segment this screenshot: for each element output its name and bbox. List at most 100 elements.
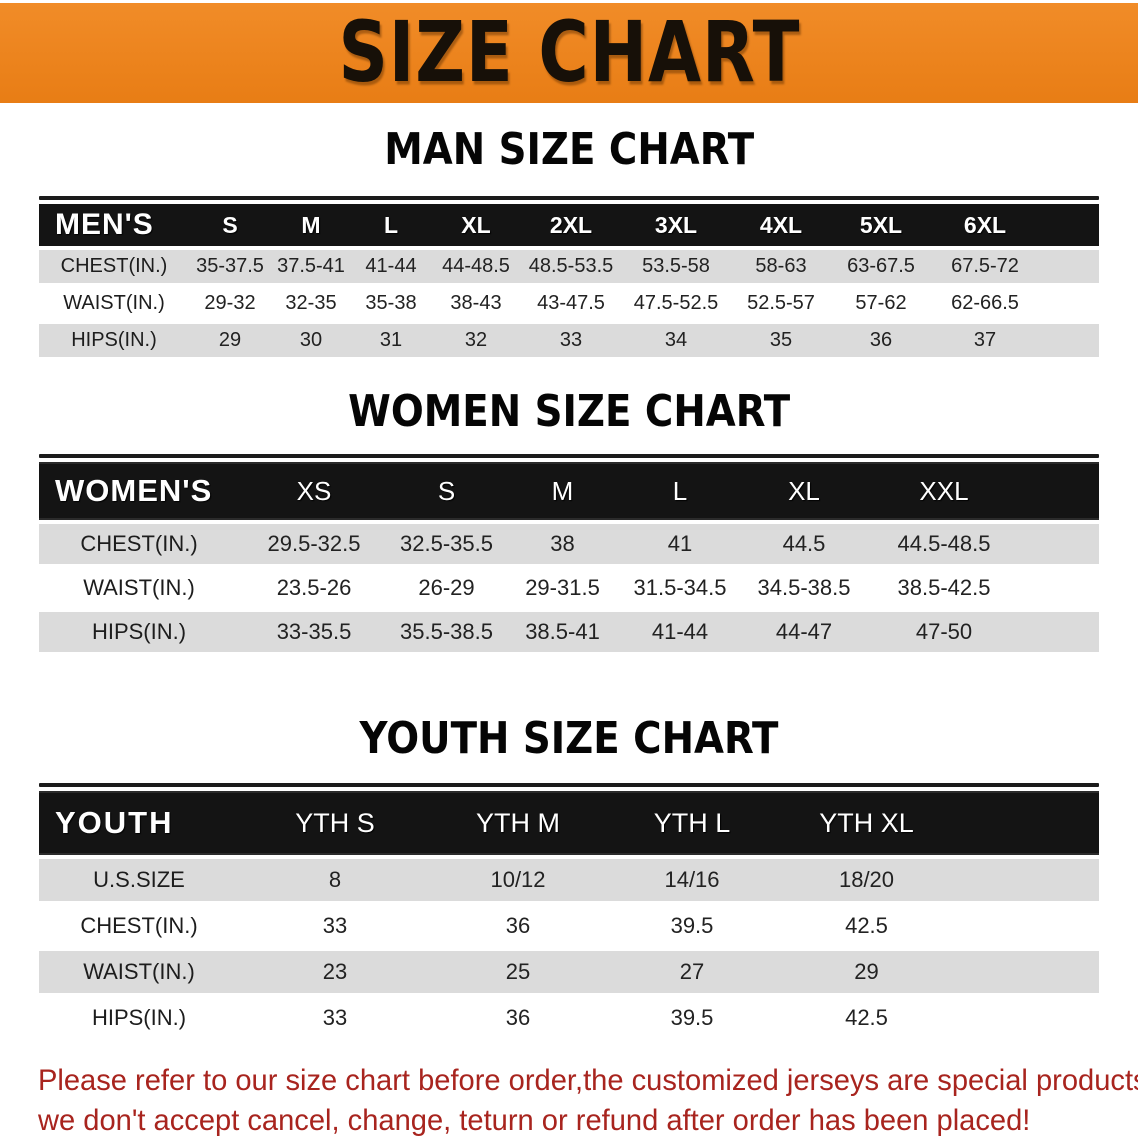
size-value: 18/20: [779, 859, 954, 901]
size-value: 33-35.5: [239, 612, 389, 652]
row-label: WAIST(IN.): [83, 575, 195, 600]
size-value: 29: [189, 324, 271, 357]
row-label: CHEST(IN.): [39, 524, 239, 564]
column-header: YTH L: [605, 791, 779, 855]
size-value: 34.5-38.5: [757, 575, 851, 600]
spacer-cell: [1019, 612, 1099, 652]
size-value: 35-37.5: [189, 250, 271, 283]
men-section-heading-text: MAN SIZE CHART: [384, 124, 754, 175]
size-value: 8: [239, 859, 431, 901]
youth-section-heading-text: YOUTH SIZE CHART: [359, 713, 779, 764]
size-value: 38-43: [450, 292, 502, 314]
size-value: 35.5-38.5: [389, 612, 504, 652]
women-table-top-rule: [39, 454, 1099, 458]
size-value: 39.5: [670, 913, 714, 938]
size-value: 67.5-72: [931, 250, 1039, 283]
size-value: 62-66.5: [951, 292, 1019, 314]
size-value: 30: [271, 324, 351, 357]
size-value: 42.5: [845, 913, 888, 938]
size-value: 31: [351, 324, 431, 357]
size-value: 33: [521, 324, 621, 357]
column-header: 5XL: [831, 204, 931, 246]
column-header: S: [189, 204, 271, 246]
spacer-cell: [1039, 324, 1099, 357]
men-table-title: MEN'S: [39, 204, 189, 246]
disclaimer-line-2: we don't accept cancel, change, teturn o…: [38, 1104, 1031, 1137]
men-header-row: MEN'S S M L XL 2XL 3XL 4XL 5XL 6XL: [39, 204, 1099, 246]
size-value: 39.5: [670, 1005, 714, 1030]
table-row: U.S.SIZE 8 10/12 14/16 18/20: [39, 859, 1099, 901]
size-value: 29: [779, 951, 954, 993]
size-value: 43-47.5: [537, 292, 605, 314]
size-value: 32: [431, 324, 521, 357]
women-section-heading: WOMEN SIZE CHART: [0, 385, 1138, 446]
row-label: CHEST(IN.): [39, 250, 189, 283]
spacer-cell: [954, 997, 1099, 1039]
row-label: CHEST(IN.): [80, 913, 198, 938]
size-value: 41-44: [351, 250, 431, 283]
youth-size-table: YOUTH YTH S YTH M YTH L YTH XL U.S.SIZE …: [39, 783, 1099, 1043]
table-row: CHEST(IN.) 35-37.5 37.5-41 41-44 44-48.5…: [39, 250, 1099, 283]
men-section-heading: MAN SIZE CHART: [0, 123, 1138, 184]
banner: SIZE CHART: [0, 3, 1138, 103]
size-value: 36: [831, 324, 931, 357]
size-value: 35: [731, 324, 831, 357]
size-value: 47-50: [869, 612, 1019, 652]
spacer-cell: [954, 905, 1099, 947]
column-header: XS: [239, 462, 389, 520]
spacer-cell: [1019, 462, 1099, 520]
size-value: 32.5-35.5: [389, 524, 504, 564]
youth-table-title: YOUTH: [39, 791, 239, 855]
column-header: 4XL: [731, 204, 831, 246]
spacer-cell: [1019, 524, 1099, 564]
row-label: U.S.SIZE: [39, 859, 239, 901]
disclaimer-line-1: Please refer to our size chart before or…: [38, 1064, 1138, 1097]
size-value: 53.5-58: [621, 250, 731, 283]
spacer-cell: [1039, 250, 1099, 283]
row-label: WAIST(IN.): [63, 292, 165, 314]
table-row: CHEST(IN.) 29.5-32.5 32.5-35.5 38 41 44.…: [39, 524, 1099, 564]
column-header: YTH XL: [779, 791, 954, 855]
table-row: HIPS(IN.) 29 30 31 32 33 34 35 36 37: [39, 324, 1099, 357]
row-label: HIPS(IN.): [39, 324, 189, 357]
spacer-cell: [954, 791, 1099, 855]
size-value: 29-32: [204, 292, 256, 314]
column-header: XL: [739, 462, 869, 520]
column-header: XL: [431, 204, 521, 246]
size-value: 36: [505, 1005, 531, 1030]
column-header: 6XL: [931, 204, 1039, 246]
size-value: 35-38: [365, 292, 417, 314]
size-value: 36: [505, 913, 531, 938]
size-value: 37: [931, 324, 1039, 357]
size-value: 27: [605, 951, 779, 993]
size-value: 26-29: [418, 575, 475, 600]
table-row: WAIST(IN.) 29-32 32-35 35-38 38-43 43-47…: [39, 287, 1099, 320]
men-table-top-rule: [39, 196, 1099, 200]
women-table-title: WOMEN'S: [39, 462, 239, 520]
size-value: 38.5-42.5: [897, 575, 991, 600]
size-value: 52.5-57: [747, 292, 815, 314]
size-value: 37.5-41: [271, 250, 351, 283]
size-value: 44-48.5: [431, 250, 521, 283]
spacer-cell: [1019, 568, 1099, 608]
column-header: L: [621, 462, 739, 520]
size-value: 32-35: [285, 292, 337, 314]
size-value: 33: [322, 1005, 348, 1030]
men-size-table: MEN'S S M L XL 2XL 3XL 4XL 5XL 6XL CHEST…: [39, 196, 1099, 361]
size-value: 38.5-41: [504, 612, 621, 652]
table-row: HIPS(IN.) 33-35.5 35.5-38.5 38.5-41 41-4…: [39, 612, 1099, 652]
size-value: 57-62: [855, 292, 907, 314]
women-header-row: WOMEN'S XS S M L XL XXL: [39, 462, 1099, 520]
youth-header-row: YOUTH YTH S YTH M YTH L YTH XL: [39, 791, 1099, 855]
size-value: 44.5: [739, 524, 869, 564]
size-value: 29.5-32.5: [239, 524, 389, 564]
column-header: S: [389, 462, 504, 520]
size-value: 14/16: [605, 859, 779, 901]
size-value: 29-31.5: [525, 575, 600, 600]
size-value: 31.5-34.5: [633, 575, 727, 600]
size-value: 48.5-53.5: [521, 250, 621, 283]
size-value: 38: [504, 524, 621, 564]
column-header: XXL: [869, 462, 1019, 520]
size-value: 41-44: [621, 612, 739, 652]
size-value: 47.5-52.5: [633, 292, 719, 314]
